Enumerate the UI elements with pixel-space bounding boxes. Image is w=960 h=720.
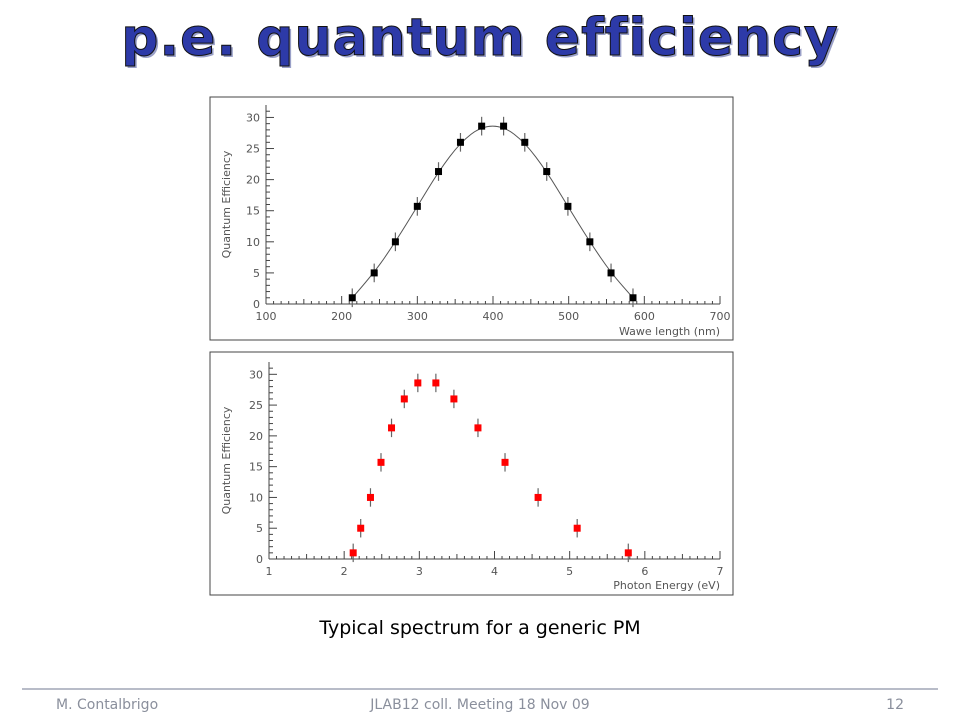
data-point xyxy=(413,202,421,210)
data-point xyxy=(521,138,529,146)
y-axis-label: Quantum Efficiency xyxy=(220,406,233,514)
y-tick-label: 0 xyxy=(253,298,260,311)
data-point xyxy=(388,424,396,432)
y-tick-label: 15 xyxy=(249,461,263,474)
x-tick-label: 2 xyxy=(341,565,348,578)
data-point xyxy=(370,269,378,277)
data-point xyxy=(450,395,458,403)
y-tick-label: 10 xyxy=(249,491,263,504)
chart-frame xyxy=(209,351,734,596)
footer-divider xyxy=(22,688,938,690)
footer-author: M. Contalbrigo xyxy=(56,697,159,713)
x-axis-label: Wawe length (nm) xyxy=(619,325,720,338)
x-tick-label: 7 xyxy=(717,565,724,578)
data-point xyxy=(357,524,365,532)
x-axis-label: Photon Energy (eV) xyxy=(613,579,720,592)
chart-1: 100 200 300 400 500 600 700 0 5 10 15 20 25 30 Wawe le… xyxy=(209,96,734,341)
data-point xyxy=(629,294,637,302)
x-tick-label: 200 xyxy=(331,310,352,323)
x-tick-label: 100 xyxy=(256,310,277,323)
y-tick-label: 0 xyxy=(256,553,263,566)
y-tick-label: 25 xyxy=(246,143,260,156)
y-tick-label: 20 xyxy=(246,174,260,187)
chart-2: 1 2 3 4 5 6 7 0 5 10 15 20 25 30 Photon Energy (eV) Qua… xyxy=(209,351,734,596)
data-point xyxy=(607,269,615,277)
x-tick-label: 400 xyxy=(483,310,504,323)
data-point xyxy=(478,122,486,130)
data-point xyxy=(377,458,385,466)
data-point xyxy=(349,549,357,557)
footer-event: JLAB12 coll. Meeting 18 Nov 09 xyxy=(370,697,590,713)
data-point xyxy=(586,238,594,246)
data-point xyxy=(624,549,632,557)
x-tick-label: 600 xyxy=(634,310,655,323)
data-point xyxy=(501,458,509,466)
y-tick-label: 10 xyxy=(246,236,260,249)
x-tick-label: 6 xyxy=(641,565,648,578)
x-tick-label: 4 xyxy=(491,565,498,578)
series-line xyxy=(351,125,634,299)
data-point xyxy=(534,493,542,501)
data-point xyxy=(432,379,440,387)
y-tick-label: 5 xyxy=(253,267,260,280)
data-point xyxy=(366,493,374,501)
data-point xyxy=(456,138,464,146)
y-axis-label: Quantum Efficiency xyxy=(220,150,233,258)
data-point xyxy=(474,424,482,432)
footer-page-number: 12 xyxy=(886,697,904,713)
data-point xyxy=(573,524,581,532)
x-tick-label: 300 xyxy=(407,310,428,323)
x-tick-label: 700 xyxy=(710,310,731,323)
x-tick-label: 500 xyxy=(558,310,579,323)
y-tick-label: 15 xyxy=(246,205,260,218)
y-tick-label: 20 xyxy=(249,430,263,443)
data-point xyxy=(543,168,551,176)
y-tick-label: 30 xyxy=(246,111,260,124)
data-point xyxy=(414,379,422,387)
x-tick-label: 3 xyxy=(416,565,423,578)
x-tick-label: 5 xyxy=(566,565,573,578)
x-tick-label: 1 xyxy=(266,565,273,578)
figure-caption: Typical spectrum for a generic PM xyxy=(319,617,641,639)
data-point xyxy=(391,238,399,246)
data-point xyxy=(348,294,356,302)
slide-title: p.e. quantum efficiency xyxy=(121,8,839,69)
y-tick-label: 5 xyxy=(256,522,263,535)
data-point xyxy=(564,202,572,210)
data-point xyxy=(400,395,408,403)
data-point xyxy=(500,122,508,130)
chart-frame xyxy=(209,96,734,341)
y-tick-label: 30 xyxy=(249,368,263,381)
y-tick-label: 25 xyxy=(249,399,263,412)
data-point xyxy=(435,168,443,176)
